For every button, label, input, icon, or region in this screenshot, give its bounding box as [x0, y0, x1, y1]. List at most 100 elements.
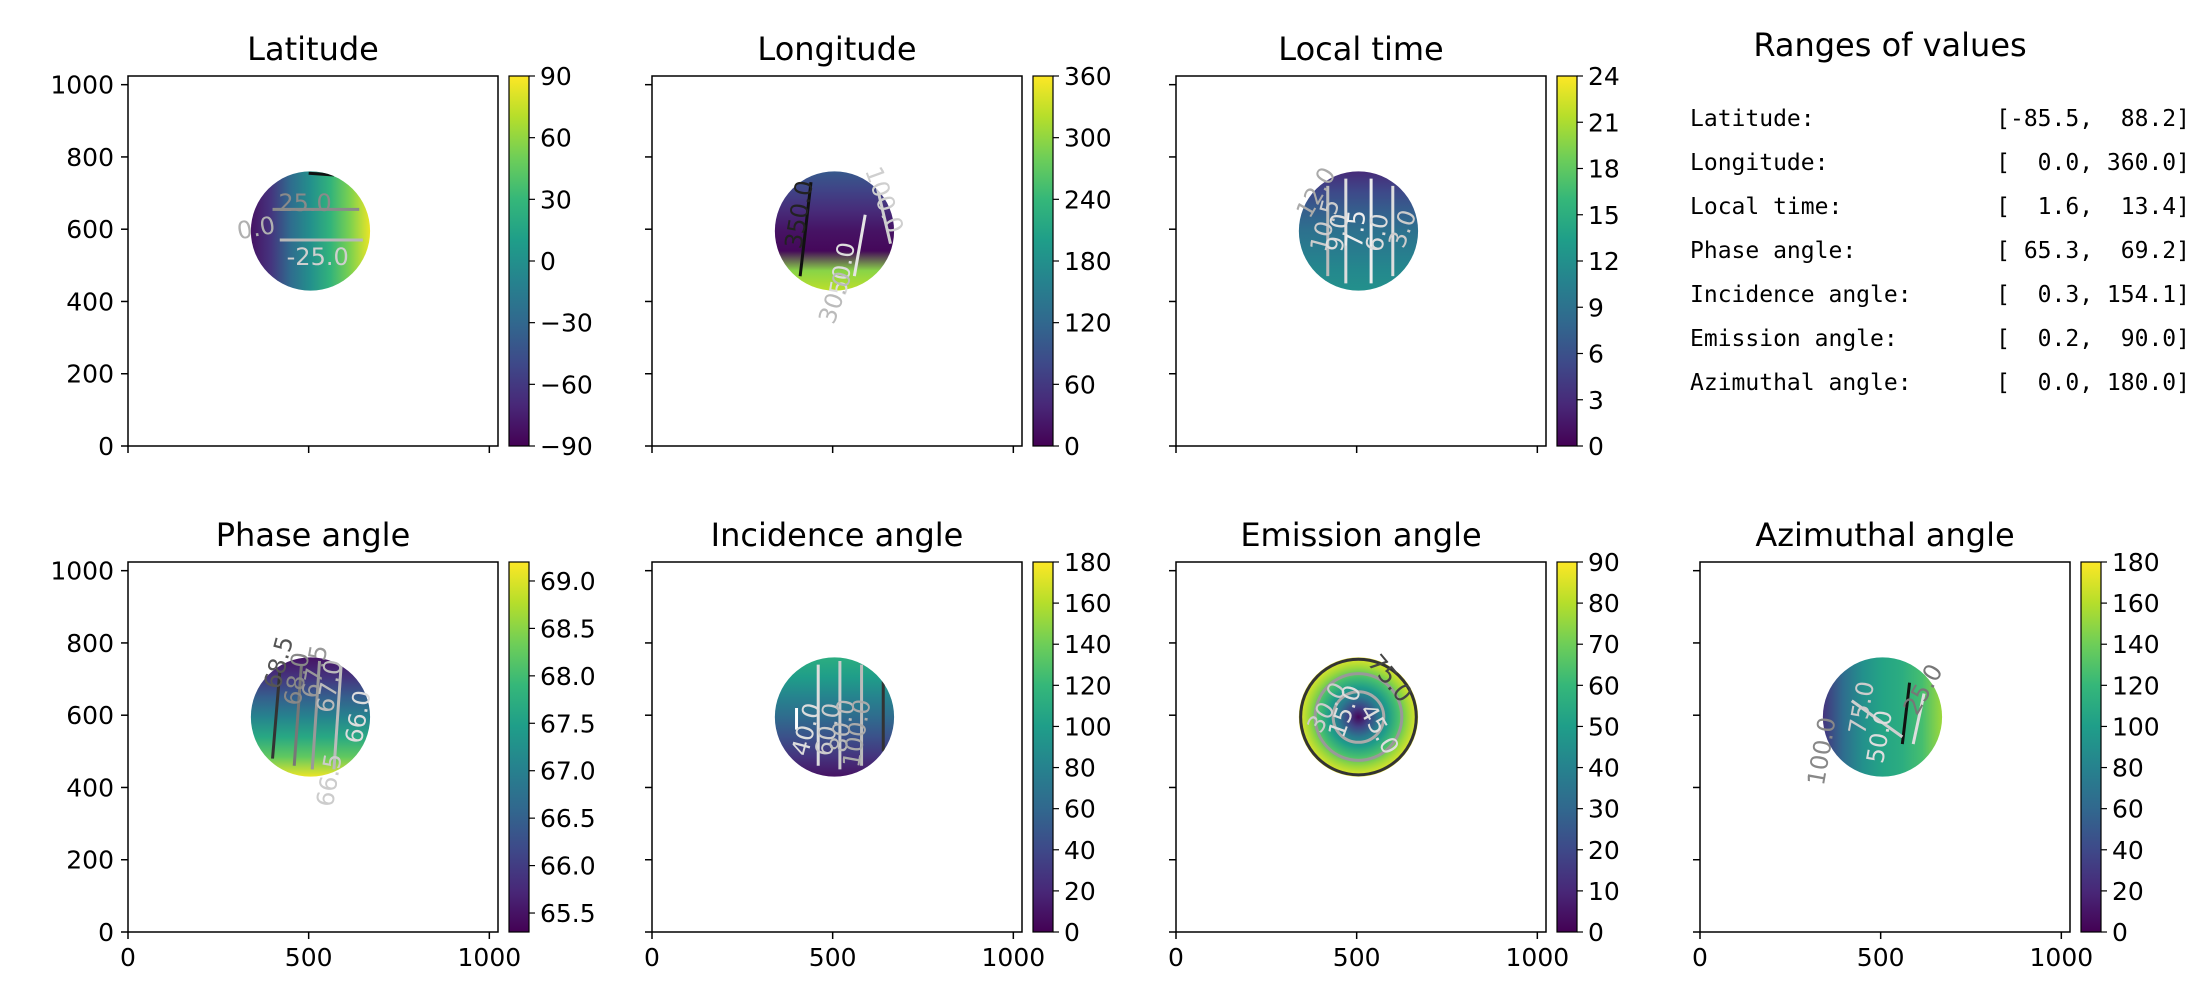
range-row-longitude: Longitude: [ 0.0, 360.0] [1690, 150, 2190, 186]
contour-group [272, 171, 363, 242]
colorbar-tick-label: 0 [2112, 918, 2128, 947]
axes-frame [1699, 561, 2071, 933]
colorbar-tick-label: −90 [540, 432, 593, 461]
colorbar-tick-label: 0 [1064, 432, 1080, 461]
range-row-local-time: Local time: [ 1.6, 13.4] [1690, 194, 2190, 230]
colorbar-tick-label: 40 [2112, 836, 2144, 865]
subplot-title: Phase angle [216, 516, 411, 554]
colorbar-tick-label: 67.5 [540, 709, 596, 738]
colorbar-tick-label: 68.5 [540, 614, 596, 643]
colorbar-tick-label: 66.0 [540, 852, 596, 881]
contour-label: 100.0 [1802, 715, 1842, 788]
axes-frame [127, 75, 499, 447]
subplot-title: Azimuthal angle [1755, 516, 2014, 554]
contour-group [1850, 682, 1926, 745]
colorbar-tick-label: 10 [1588, 877, 1620, 906]
y-tick-label: 600 [66, 701, 114, 730]
contour-group [271, 660, 343, 770]
colorbar-tick-label: 60 [1588, 671, 1620, 700]
range-name: Incidence angle: [1690, 282, 1912, 308]
x-tick-label: 1000 [1506, 943, 1570, 972]
colorbar-tick-label: 0 [1588, 918, 1604, 947]
colorbar-tick-label: 180 [2112, 548, 2160, 577]
colorbar-tick-label: 18 [1588, 155, 1620, 184]
colorbar-tick-label: 90 [540, 62, 572, 91]
range-value: [ 0.2, 90.0] [1996, 326, 2190, 352]
contour-label: 0.0 [235, 211, 277, 245]
colorbar-tick-label: 60 [1064, 795, 1096, 824]
contour-label: -25.0 [287, 243, 349, 271]
colorbar-tick-label: 9 [1588, 293, 1604, 322]
subplot-local-time: Local time12.010.59.07.56.03.02421181512… [1169, 30, 1620, 461]
subplot-title: Incidence angle [711, 516, 964, 554]
y-tick-label: 600 [66, 215, 114, 244]
y-tick-label: 0 [98, 918, 114, 947]
colorbar-tick-label: 0 [540, 247, 556, 276]
y-tick-label: 800 [66, 629, 114, 658]
axes-frame [127, 561, 499, 933]
colorbar-tick-label: 70 [1588, 630, 1620, 659]
x-tick-label: 500 [1857, 943, 1905, 972]
colorbar-tick-label: 30 [540, 185, 572, 214]
colorbar-tick-label: 68.0 [540, 662, 596, 691]
x-tick-label: 500 [285, 943, 333, 972]
colorbar [508, 561, 530, 933]
colorbar-tick-label: 15 [1588, 201, 1620, 230]
range-row-latitude: Latitude: [-85.5, 88.2] [1690, 106, 2190, 142]
contour-label: 6.0 [1360, 211, 1394, 253]
colorbar-tick-label: 60 [2112, 795, 2144, 824]
planet-disk [1822, 657, 1943, 777]
y-tick-label: 200 [66, 846, 114, 875]
x-tick-label: 0 [1692, 943, 1708, 972]
range-row-phase-angle: Phase angle: [ 65.3, 69.2] [1690, 238, 2190, 274]
colorbar-tick-label: 3 [1588, 386, 1604, 415]
colorbar-tick-label: 160 [1064, 589, 1112, 618]
subplot-phase-angle: Phase angle 68.5 68.0 67.5 67.0 66.5 66.0 0 500 1… [50, 516, 595, 972]
axes-frame [651, 561, 1023, 933]
colorbar-tick-label: 66.5 [540, 804, 596, 833]
colorbar-tick-label: 40 [1064, 836, 1096, 865]
ranges-panel: Ranges of values Latitude: [-85.5, 88.2]… [1620, 20, 2200, 440]
range-value: [ 0.0, 180.0] [1996, 370, 2190, 396]
colorbar-tick-label: 100 [2112, 712, 2160, 741]
colorbar-tick-label: 69.0 [540, 567, 596, 596]
contour-line [874, 181, 892, 244]
colorbar-tick-label: 50 [1588, 712, 1620, 741]
colorbar-tick-label: 0 [1064, 918, 1080, 947]
contour-line [310, 660, 322, 770]
range-value: [ 0.3, 154.1] [1996, 282, 2190, 308]
contour-line [292, 664, 303, 766]
colorbar-tick-label: 120 [1064, 309, 1112, 338]
colorbar-tick-label: 90 [1588, 548, 1620, 577]
colorbar [1556, 561, 1578, 933]
y-tick-label: 400 [66, 773, 114, 802]
colorbar-tick-label: 80 [2112, 754, 2144, 783]
colorbar-tick-label: 67.0 [540, 757, 596, 786]
colorbar [1032, 75, 1054, 447]
range-value: [-85.5, 88.2] [1996, 106, 2190, 132]
subplot-title: Local time [1278, 30, 1443, 68]
colorbar [1032, 561, 1054, 933]
range-name: Latitude: [1690, 106, 1815, 132]
subplot-title: Emission angle [1240, 516, 1481, 554]
y-tick-label: 200 [66, 360, 114, 389]
contour-label: 9.0 [1321, 211, 1355, 253]
range-row-emission-angle: Emission angle: [ 0.2, 90.0] [1690, 326, 2190, 362]
colorbar-tick-label: 360 [1064, 62, 1112, 91]
contour-ring [1331, 690, 1386, 744]
range-value: [ 0.0, 360.0] [1996, 150, 2190, 176]
contour-group [1326, 178, 1395, 284]
contour-line [271, 671, 282, 759]
y-tick-label: 1000 [50, 557, 114, 586]
axes-frame [651, 75, 1023, 447]
subplot-title: Latitude [247, 30, 379, 68]
range-name: Phase angle: [1690, 238, 1857, 264]
y-tick-label: 800 [66, 143, 114, 172]
colorbar-tick-label: 180 [1064, 247, 1112, 276]
y-tick-label: 0 [98, 432, 114, 461]
contour-line [798, 182, 813, 277]
colorbar-tick-label: 120 [1064, 671, 1112, 700]
x-tick-label: 500 [809, 943, 857, 972]
contour-line [1850, 699, 1904, 739]
